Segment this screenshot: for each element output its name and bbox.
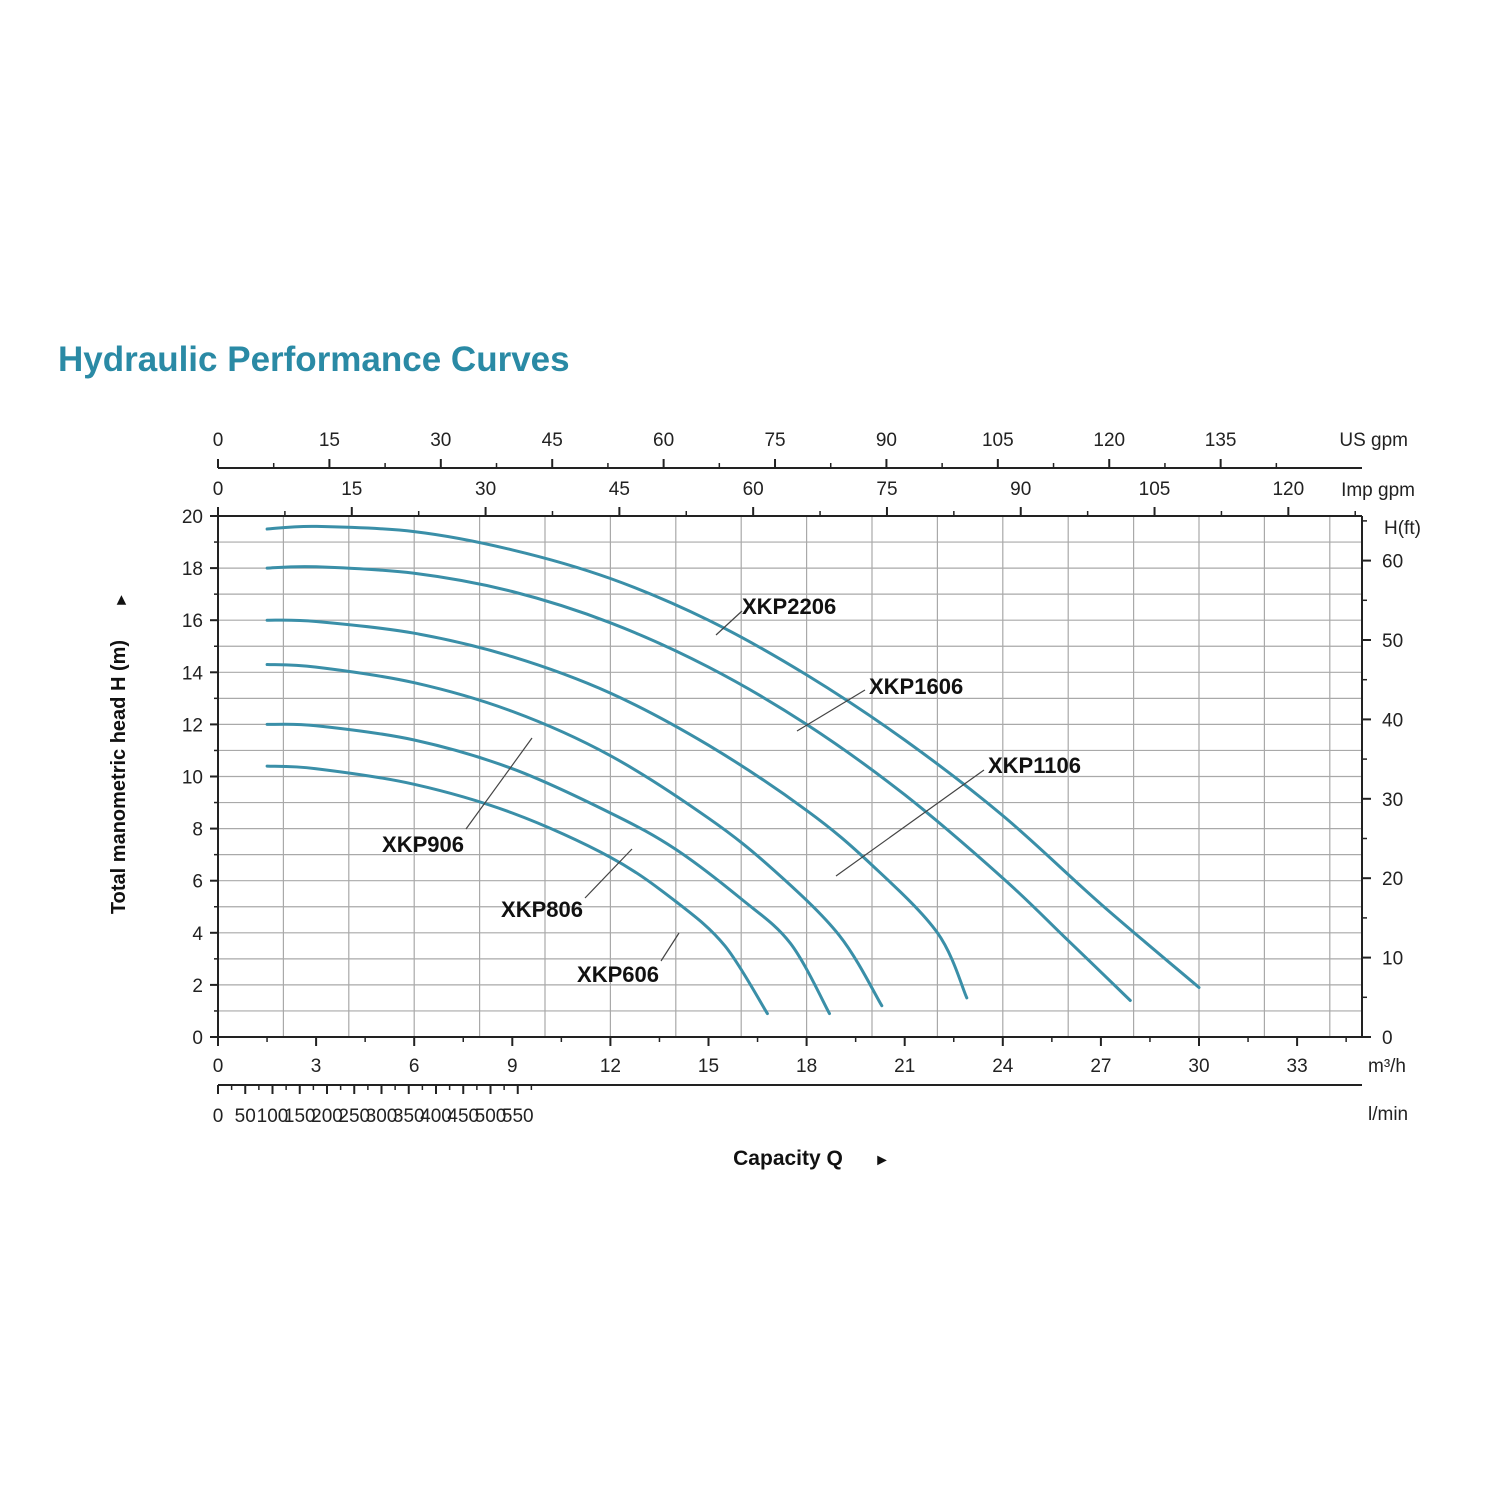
lpm-tick-label: 300: [366, 1106, 398, 1127]
series-label-xkp1106: XKP1106: [988, 753, 1081, 778]
imp-gpm-tick-label: 0: [213, 479, 224, 500]
us-gpm-tick-label: 90: [876, 430, 897, 451]
lpm-tick-label: 0: [213, 1106, 224, 1127]
x-tick-label: 15: [698, 1056, 719, 1077]
x-axis-arrow: ►: [874, 1152, 890, 1169]
imp-gpm-axis-unit: Imp gpm: [1341, 480, 1415, 501]
us-gpm-tick-label: 0: [213, 430, 224, 451]
curve-xkp606: [265, 764, 769, 1016]
lpm-tick-label: 100: [257, 1106, 289, 1127]
us-gpm-tick-label: 15: [319, 430, 340, 451]
ft-tick-label: 10: [1382, 949, 1403, 970]
us-gpm-tick-label: 105: [982, 430, 1014, 451]
ft-axis-unit: H(ft): [1384, 518, 1421, 539]
lpm-tick-label: 350: [393, 1106, 425, 1127]
x-tick-label: 3: [311, 1056, 322, 1077]
lpm-tick-label: 250: [338, 1106, 370, 1127]
ft-tick-label: 0: [1382, 1028, 1393, 1049]
x-tick-label: 21: [894, 1056, 915, 1077]
us-gpm-tick-label: 120: [1093, 430, 1125, 451]
x-tick-label: 27: [1090, 1056, 1111, 1077]
leader-line-xkp806: [584, 848, 633, 899]
series-label-xkp1606: XKP1606: [869, 674, 963, 699]
leader-line-xkp1106: [835, 769, 985, 877]
y-tick-label: 0: [192, 1028, 203, 1049]
y-tick-label: 10: [182, 768, 203, 789]
curve-xkp1106: [265, 618, 969, 1000]
x-tick-label: 6: [409, 1056, 420, 1077]
y-axis-arrow: ►: [113, 592, 130, 608]
lpm-tick-label: 500: [475, 1106, 507, 1127]
curve-labels: XKP2206 XKP1606 XKP1106 XKP906 XKP806 XKP606: [382, 594, 1081, 987]
us-gpm-tick-label: 75: [764, 430, 785, 451]
lpm-tick-label: 50: [235, 1106, 256, 1127]
x-tick-label: 9: [507, 1056, 518, 1077]
us-gpm-tick-label: 45: [542, 430, 563, 451]
x-axis-unit: m³/h: [1368, 1056, 1406, 1077]
us-gpm-tick-label: 30: [430, 430, 451, 451]
imp-gpm-tick-label: 30: [475, 479, 496, 500]
series-label-xkp606: XKP606: [577, 962, 659, 987]
ft-tick-label: 50: [1382, 631, 1403, 652]
lpm-axis-unit: l/min: [1368, 1104, 1408, 1125]
curve-xkp906: [265, 663, 884, 1008]
y-tick-label: 4: [192, 924, 203, 945]
imp-gpm-tick-label: 45: [609, 479, 630, 500]
x-tick-label: 18: [796, 1056, 817, 1077]
ft-tick-label: 30: [1382, 790, 1403, 811]
lpm-tick-label: 550: [502, 1106, 534, 1127]
x-tick-label: 33: [1287, 1056, 1308, 1077]
ft-tick-label: 60: [1382, 552, 1403, 573]
y-tick-label: 16: [182, 611, 203, 632]
curve-xkp1606: [265, 565, 1132, 1002]
imp-gpm-tick-label: 90: [1010, 479, 1031, 500]
lpm-tick-label: 400: [420, 1106, 452, 1127]
series-label-xkp906: XKP906: [382, 832, 464, 857]
x-axis-label: Capacity Q: [733, 1147, 843, 1170]
y-axis-label: Total manometric head H (m): [108, 640, 130, 914]
y-tick-label: 12: [182, 715, 203, 736]
chart-title: Hydraulic Performance Curves: [58, 340, 570, 379]
x-tick-label: 12: [600, 1056, 621, 1077]
leader-line-xkp1606: [796, 689, 866, 732]
us-gpm-axis-unit: US gpm: [1339, 430, 1408, 451]
y-tick-label: 2: [192, 976, 203, 997]
ft-tick-label: 20: [1382, 869, 1403, 890]
performance-curves: [265, 524, 1201, 1016]
y-tick-label: 6: [192, 872, 203, 893]
series-label-xkp806: XKP806: [501, 897, 583, 922]
imp-gpm-tick-label: 120: [1272, 479, 1304, 500]
leader-line-xkp2206: [715, 610, 743, 636]
series-label-xkp2206: XKP2206: [742, 594, 836, 619]
ft-tick-label: 40: [1382, 710, 1403, 731]
lpm-tick-label: 200: [311, 1106, 343, 1127]
y-tick-label: 20: [182, 507, 203, 528]
imp-gpm-tick-label: 15: [341, 479, 362, 500]
grid: [218, 516, 1362, 1037]
curve-xkp2206: [265, 524, 1201, 989]
leader-line-xkp606: [660, 932, 680, 962]
imp-gpm-tick-label: 105: [1139, 479, 1171, 500]
imp-gpm-tick-label: 60: [743, 479, 764, 500]
us-gpm-tick-label: 135: [1205, 430, 1237, 451]
y-tick-label: 18: [182, 559, 203, 580]
curve-xkp806: [265, 722, 831, 1016]
lpm-tick-label: 150: [284, 1106, 316, 1127]
x-tick-label: 30: [1188, 1056, 1209, 1077]
lpm-tick-label: 450: [447, 1106, 479, 1127]
imp-gpm-tick-label: 75: [876, 479, 897, 500]
x-tick-label: 24: [992, 1056, 1014, 1077]
x-tick-label: 0: [213, 1056, 224, 1077]
leader-line-xkp906: [465, 737, 533, 830]
y-tick-label: 14: [182, 663, 204, 684]
y-tick-label: 8: [192, 820, 203, 841]
us-gpm-tick-label: 60: [653, 430, 674, 451]
